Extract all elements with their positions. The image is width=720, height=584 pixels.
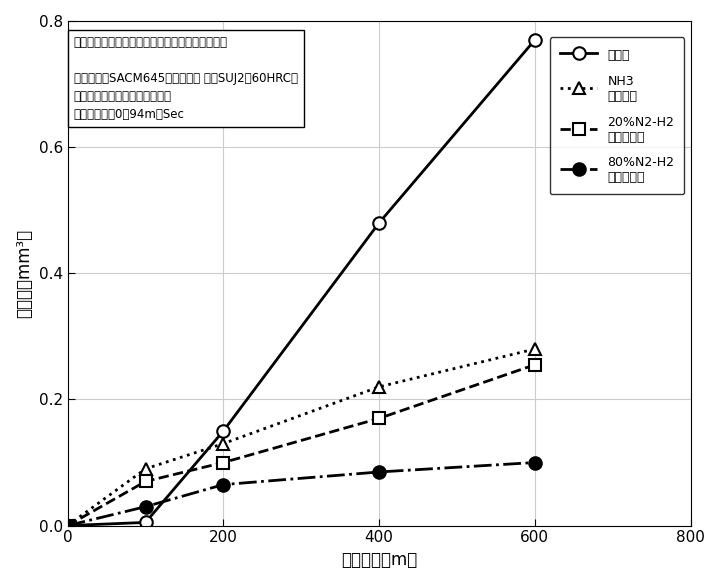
X-axis label: 摩擦距離（m）: 摩擦距離（m）: [341, 551, 417, 569]
Legend: 非処理, NH3
ガス窒化, 20%N2-H2
イオン窒化, 80%N2-H2
イオン窒化: 非処理, NH3 ガス窒化, 20%N2-H2 イオン窒化, 80%N2-H2 …: [550, 37, 684, 194]
Text: 各種窒化処理した鋼の比潤滑下での摩耗推移曲線

試料：固定SACM645（窒化）、 回転SUJ2（60HRC）
試験機：大越式迅速摩耗試験機
摩擦速度：　0．9: 各種窒化処理した鋼の比潤滑下での摩耗推移曲線 試料：固定SACM645（窒化）、…: [74, 36, 298, 121]
Y-axis label: 摩耗量（mm³）: 摩耗量（mm³）: [15, 229, 33, 318]
